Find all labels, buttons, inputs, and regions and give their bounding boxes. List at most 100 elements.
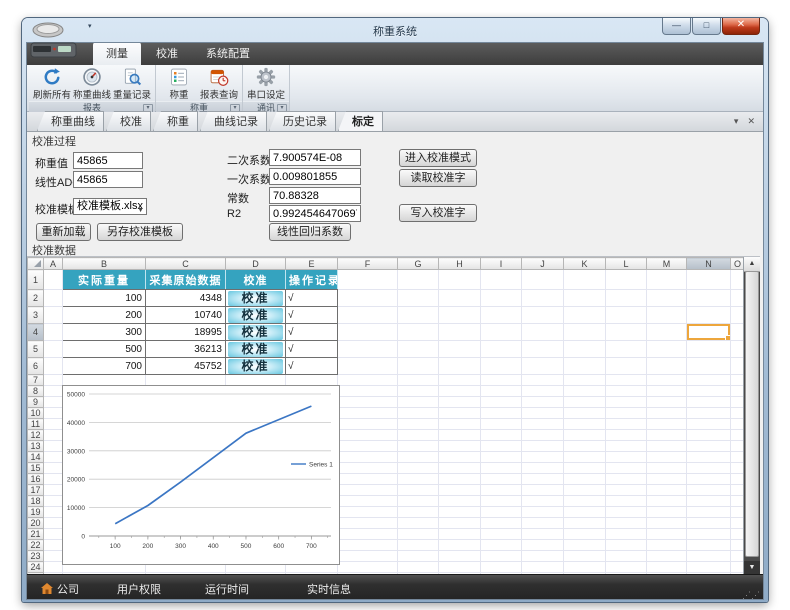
grid-cell-K23[interactable] <box>563 550 606 562</box>
grid-cell-K14[interactable] <box>563 451 606 463</box>
grid-cell-N13[interactable] <box>686 440 731 452</box>
grid-cell-J16[interactable] <box>521 473 564 485</box>
grid-cell-K21[interactable] <box>563 528 606 540</box>
grid-cell-L17[interactable] <box>605 484 647 496</box>
grid-cell-L7[interactable] <box>605 374 647 386</box>
grid-cell-G2[interactable] <box>397 289 439 307</box>
row-header-12[interactable]: 12 <box>27 429 44 441</box>
grid-cell-G12[interactable] <box>397 429 439 441</box>
row-header-10[interactable]: 10 <box>27 407 44 419</box>
grid-cell-M6[interactable] <box>646 357 687 375</box>
grid-cell-L2[interactable] <box>605 289 647 307</box>
grid-cell-H22[interactable] <box>438 539 481 551</box>
row-header-21[interactable]: 21 <box>27 528 44 540</box>
grid-cell-K13[interactable] <box>563 440 606 452</box>
grid-cell-K7[interactable] <box>563 374 606 386</box>
grid-cell-A24[interactable] <box>43 561 63 573</box>
grid-cell-C4[interactable]: 18995 <box>145 323 226 341</box>
grid-cell-I21[interactable] <box>480 528 522 540</box>
grid-cell-B4[interactable]: 300 <box>62 323 146 341</box>
row-header-16[interactable]: 16 <box>27 473 44 485</box>
grid-cell-L13[interactable] <box>605 440 647 452</box>
grid-cell-J24[interactable] <box>521 561 564 573</box>
grid-cell-N10[interactable] <box>686 407 731 419</box>
grid-cell-M12[interactable] <box>646 429 687 441</box>
grid-cell-J8[interactable] <box>521 385 564 397</box>
grid-cell-G24[interactable] <box>397 561 439 573</box>
table-header-C1[interactable]: 采集原始数据 <box>145 269 226 290</box>
grid-cell-E3[interactable]: √ <box>285 306 338 324</box>
grid-cell-L23[interactable] <box>605 550 647 562</box>
grid-cell-H11[interactable] <box>438 418 481 430</box>
grid-cell-I13[interactable] <box>480 440 522 452</box>
grid-cell-B5[interactable]: 500 <box>62 340 146 358</box>
grid-cell-M3[interactable] <box>646 306 687 324</box>
grid-cell-K12[interactable] <box>563 429 606 441</box>
app-menu-button[interactable] <box>27 20 81 62</box>
grid-cell-G17[interactable] <box>397 484 439 496</box>
grid-cell-F4[interactable] <box>337 323 398 341</box>
vertical-scrollbar[interactable]: ▲ ▼ <box>743 257 760 575</box>
calibrate-button[interactable]: 校准 <box>228 341 283 357</box>
grid-cell-G1[interactable] <box>397 269 439 290</box>
grid-cell-J6[interactable] <box>521 357 564 375</box>
grid-cell-I8[interactable] <box>480 385 522 397</box>
grid-cell-G8[interactable] <box>397 385 439 397</box>
grid-cell-L5[interactable] <box>605 340 647 358</box>
grid-cell-H15[interactable] <box>438 462 481 474</box>
maximize-button[interactable]: □ <box>692 18 721 35</box>
grid-cell-F7[interactable] <box>337 374 398 386</box>
grid-cell-K20[interactable] <box>563 517 606 529</box>
grid-cell-H14[interactable] <box>438 451 481 463</box>
grid-cell-I18[interactable] <box>480 495 522 507</box>
grid-cell-G18[interactable] <box>397 495 439 507</box>
scroll-up-icon[interactable]: ▲ <box>744 257 760 272</box>
grid-cell-J14[interactable] <box>521 451 564 463</box>
grid-cell-I12[interactable] <box>480 429 522 441</box>
grid-cell-I9[interactable] <box>480 396 522 408</box>
grid-cell-A9[interactable] <box>43 396 63 408</box>
grid-cell-C2[interactable]: 4348 <box>145 289 226 307</box>
write-calibration-word-button[interactable]: 写入校准字 <box>399 204 477 222</box>
grid-cell-G23[interactable] <box>397 550 439 562</box>
grid-cell-K1[interactable] <box>563 269 606 290</box>
grid-cell-I22[interactable] <box>480 539 522 551</box>
grid-cell-H9[interactable] <box>438 396 481 408</box>
grid-cell-I11[interactable] <box>480 418 522 430</box>
grid-cell-D7[interactable] <box>225 374 286 386</box>
grid-cell-I16[interactable] <box>480 473 522 485</box>
row-header-14[interactable]: 14 <box>27 451 44 463</box>
grid-cell-M7[interactable] <box>646 374 687 386</box>
grid-cell-G13[interactable] <box>397 440 439 452</box>
grid-cell-M17[interactable] <box>646 484 687 496</box>
grid-cell-K22[interactable] <box>563 539 606 551</box>
grid-cell-F22[interactable] <box>337 539 398 551</box>
grid-cell-J22[interactable] <box>521 539 564 551</box>
grid-cell-N3[interactable] <box>686 306 731 324</box>
grid-cell-C5[interactable]: 36213 <box>145 340 226 358</box>
weight-input[interactable] <box>73 152 143 169</box>
grid-cell-F21[interactable] <box>337 528 398 540</box>
grid-cell-L11[interactable] <box>605 418 647 430</box>
grid-cell-J4[interactable] <box>521 323 564 341</box>
grid-cell-M4[interactable] <box>646 323 687 341</box>
grid-cell-F24[interactable] <box>337 561 398 573</box>
ribbon-tab-measure[interactable]: 测量 <box>93 43 141 65</box>
grid-cell-N18[interactable] <box>686 495 731 507</box>
column-header-I[interactable]: I <box>480 257 522 270</box>
grid-cell-M13[interactable] <box>646 440 687 452</box>
grid-cell-L18[interactable] <box>605 495 647 507</box>
grid-cell-M22[interactable] <box>646 539 687 551</box>
grid-cell-C3[interactable]: 10740 <box>145 306 226 324</box>
grid-cell-H20[interactable] <box>438 517 481 529</box>
row-header-9[interactable]: 9 <box>27 396 44 408</box>
column-header-G[interactable]: G <box>397 257 439 270</box>
row-header-20[interactable]: 20 <box>27 517 44 529</box>
grid-cell-M11[interactable] <box>646 418 687 430</box>
grid-cell-F6[interactable] <box>337 357 398 375</box>
grid-cell-F12[interactable] <box>337 429 398 441</box>
grid-cell-H4[interactable] <box>438 323 481 341</box>
grid-cell-D4[interactable]: 校准 <box>225 323 286 341</box>
save-template-as-button[interactable]: 另存校准模板 <box>97 223 183 241</box>
grid-cell-N1[interactable] <box>686 269 731 290</box>
